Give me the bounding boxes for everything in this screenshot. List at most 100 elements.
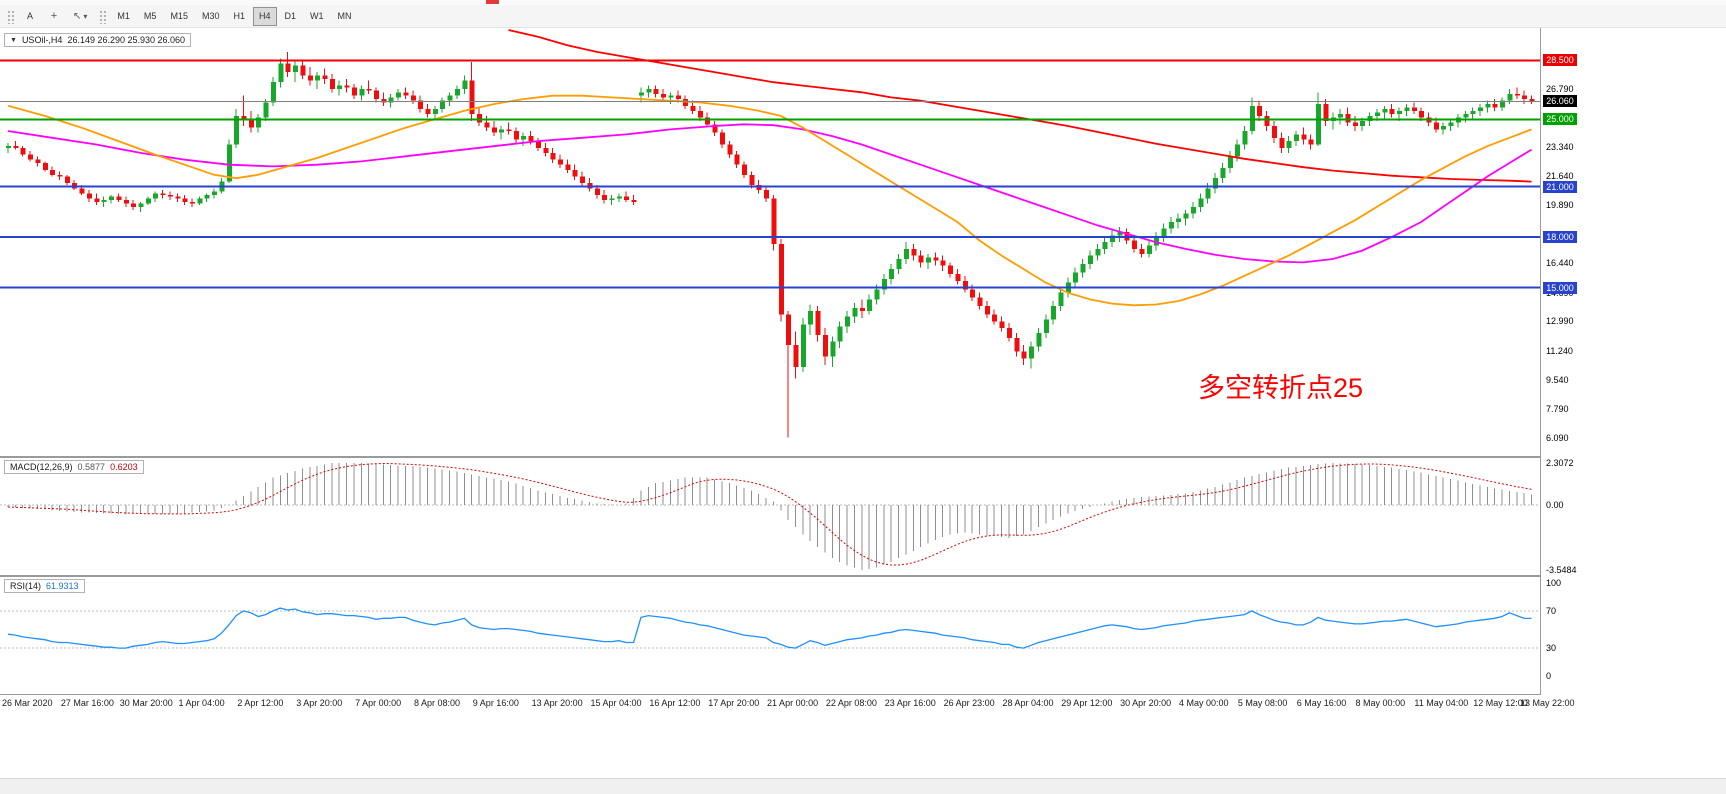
timeframe-toolbar: M1 M5 M15 M30 H1 H4 D1 W1 MN [110, 6, 358, 26]
chart-header: ▼ USOil-,H4 26.149 26.290 25.930 26.060 [4, 33, 192, 47]
panel-separator-2[interactable] [0, 575, 1579, 577]
macd-value-signal: 0.6203 [110, 462, 138, 472]
macd-histogram [7, 463, 1533, 571]
time-label: 30 Apr 20:00 [1120, 698, 1172, 708]
time-label: 12 May 12:00 [1473, 698, 1528, 708]
level-badge-15.000: 15.000 [1543, 281, 1577, 294]
panel-separator[interactable] [0, 456, 1579, 458]
price-axis[interactable]: 26.79023.34021.64019.89016.44014.69012.9… [1540, 28, 1579, 695]
rsi-value: 61.9313 [46, 581, 79, 591]
price-tick-26.790: 26.790 [1546, 84, 1574, 95]
macd-axis--3.5484: -3.5484 [1546, 565, 1577, 576]
macd-canvas[interactable] [0, 458, 1541, 575]
price-tick-16.440: 16.440 [1546, 258, 1574, 269]
price-tick-11.240: 11.240 [1546, 345, 1573, 356]
price-tick-7.790: 7.790 [1546, 404, 1569, 415]
toolbar-fragment-icon [486, 0, 499, 4]
time-label: 6 May 16:00 [1296, 698, 1347, 708]
timeframe-button-M30[interactable]: M30 [196, 7, 226, 26]
toolbar-grip[interactable] [6, 8, 14, 24]
rsi-axis-70: 70 [1546, 605, 1557, 616]
level-badge-21.000: 21.000 [1543, 180, 1577, 193]
rsi-axis-30: 30 [1546, 643, 1557, 654]
rsi-axis-0: 0 [1546, 671, 1552, 681]
rsi-panel: RSI(14) 61.9313 [0, 577, 1541, 694]
toolbar-grip-2[interactable] [98, 8, 107, 24]
price-tick-23.340: 23.340 [1546, 142, 1574, 153]
price-tick-21.640: 21.640 [1546, 170, 1574, 181]
level-badge-25.000: 25.000 [1543, 113, 1577, 126]
main-chart-canvas[interactable] [0, 28, 1541, 456]
macd-axis-0.00: 0.00 [1546, 500, 1564, 511]
timeframe-button-M5[interactable]: M5 [138, 7, 163, 26]
time-label: 13 Apr 20:00 [531, 698, 583, 708]
time-label: 13 May 22:00 [1520, 698, 1575, 708]
timeframe-button-H1[interactable]: H1 [227, 7, 251, 26]
time-label: 8 May 00:00 [1355, 698, 1406, 708]
macd-value-main: 0.5877 [77, 462, 106, 472]
time-label: 17 Apr 20:00 [708, 698, 760, 708]
price-tick-6.090: 6.090 [1546, 432, 1569, 443]
time-label: 3 Apr 20:00 [296, 698, 343, 708]
time-label: 16 Apr 12:00 [649, 698, 701, 708]
time-label: 23 Apr 16:00 [884, 698, 936, 708]
time-label: 26 Mar 2020 [2, 698, 53, 708]
time-label: 2 Apr 12:00 [237, 698, 284, 708]
time-label: 1 Apr 04:00 [178, 698, 225, 708]
bottom-strip [0, 778, 1726, 794]
macd-signal-line [7, 462, 1532, 566]
level-badge-18.000: 18.000 [1543, 231, 1577, 244]
chart-ohlc-values: 26.149 26.290 25.930 26.060 [67, 35, 186, 45]
macd-name: MACD(12,26,9) [10, 462, 73, 472]
time-label: 9 Apr 16:00 [472, 698, 519, 708]
timeframe-button-M15[interactable]: M15 [164, 7, 194, 26]
rsi-canvas[interactable] [0, 577, 1541, 694]
ma-medium-magenta [7, 123, 1532, 264]
time-label: 22 Apr 08:00 [825, 698, 877, 708]
cursor-icon: ↖ [73, 10, 82, 22]
price-tick-9.540: 9.540 [1546, 374, 1569, 385]
time-label: 11 May 04:00 [1414, 698, 1469, 708]
time-axis-line [0, 694, 1579, 695]
chart-text-annotation[interactable]: 多空转折点25 [1198, 373, 1364, 403]
chevron-down-icon: ▾ [83, 11, 88, 21]
time-label: 30 Mar 20:00 [119, 698, 173, 708]
annotate-button[interactable]: A [19, 7, 41, 26]
rsi-axis-100: 100 [1546, 578, 1562, 588]
crosshair-icon: + [50, 9, 58, 22]
price-tick-12.990: 12.990 [1546, 316, 1574, 327]
time-label: 4 May 00:00 [1179, 698, 1229, 708]
time-label: 27 Mar 16:00 [60, 698, 114, 708]
ma-fast-orange [7, 94, 1532, 307]
rsi-name: RSI(14) [10, 581, 42, 591]
macd-axis-2.3072: 2.3072 [1546, 457, 1574, 468]
crosshair-button[interactable]: + [43, 7, 65, 26]
chart-symbol-timeframe: USOil-,H4 [21, 35, 63, 45]
time-label: 28 Apr 04:00 [1002, 698, 1054, 708]
annotate-label: A [26, 10, 33, 21]
timeframe-button-MN[interactable]: MN [332, 7, 358, 26]
ma-slow-red [508, 29, 1532, 183]
price-tick-19.890: 19.890 [1546, 200, 1574, 211]
time-label: 21 Apr 00:00 [767, 698, 819, 708]
rsi-line [7, 607, 1532, 649]
main-chart-panel: ▼ USOil-,H4 26.149 26.290 25.930 26.060 … [0, 28, 1541, 456]
time-label: 15 Apr 04:00 [590, 698, 642, 708]
macd-header: MACD(12,26,9) 0.5877 0.6203 [4, 460, 144, 474]
current-price-badge: 26.060 [1543, 95, 1577, 108]
cursor-tool-button[interactable]: ↖ ▾ [67, 7, 93, 26]
timeframe-button-M1[interactable]: M1 [111, 7, 136, 26]
time-axis[interactable]: 26 Mar 2020 27 Mar 16:00 30 Mar 20:00 1 Apr… [0, 695, 1579, 712]
time-label: 26 Apr 23:00 [943, 698, 995, 708]
collapse-triangle-icon[interactable]: ▼ [10, 36, 17, 44]
time-label: 8 Apr 08:00 [413, 698, 460, 708]
timeframe-button-D1[interactable]: D1 [279, 7, 303, 26]
timeframe-button-W1[interactable]: W1 [304, 7, 330, 26]
top-edge-strip [0, 0, 1726, 5]
macd-panel: MACD(12,26,9) 0.5877 0.6203 [0, 458, 1541, 575]
time-label: 7 Apr 00:00 [355, 698, 402, 708]
toolbar: A + ↖ ▾ M1 M5 M15 M30 H1 H4 D1 W1 MN [0, 5, 1726, 28]
level-badge-28.500: 28.500 [1543, 54, 1577, 67]
timeframe-button-H4[interactable]: H4 [252, 6, 277, 26]
